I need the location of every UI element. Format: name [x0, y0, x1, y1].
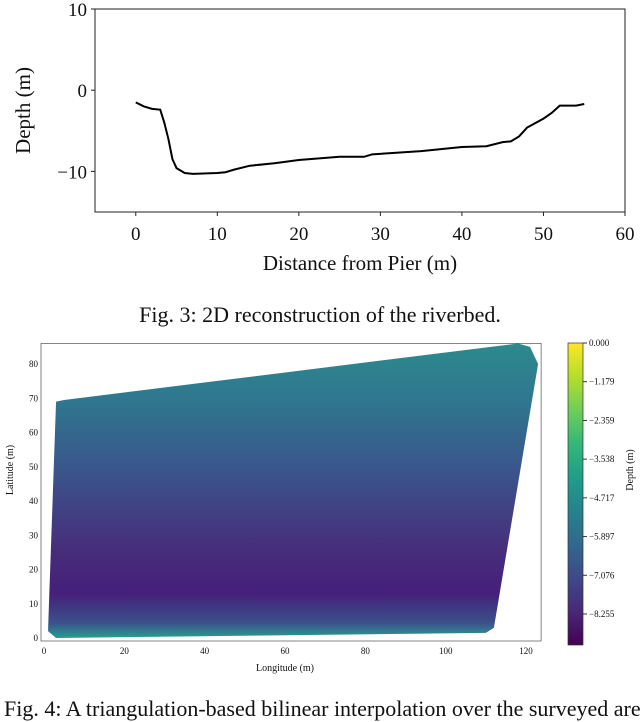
plot-frame [40, 343, 542, 642]
colorbar-tick-label: −2.359 [589, 415, 615, 425]
x-tick-label: 10 [208, 224, 227, 245]
colorbar-tick-label: −8.255 [589, 609, 615, 619]
y-axis-label: Depth (m) [11, 67, 35, 154]
colorbar-tick-label: −1.179 [589, 377, 615, 387]
y-tick-label: 20 [29, 565, 39, 575]
depth-profile-chart: 0 10 20 30 40 50 60 −10 0 10 Distance from Pier (m… [11, 0, 635, 275]
x-tick-label: 20 [289, 224, 308, 245]
y-tick-label: 50 [29, 462, 39, 472]
x-tick-label: 40 [200, 646, 210, 656]
fig3-caption: Fig. 3: 2D reconstruction of the riverbe… [139, 302, 501, 327]
y-tick-label: −10 [57, 162, 87, 183]
plot-frame [94, 8, 626, 213]
y-tick-label: 80 [29, 359, 39, 369]
x-tick-label: 120 [519, 646, 533, 656]
x-tick-label: 80 [361, 646, 371, 656]
x-tick-label: 0 [131, 224, 141, 245]
x-tick-label: 0 [42, 646, 47, 656]
x-tick-label: 100 [439, 646, 453, 656]
interpolated-depth-surface [48, 343, 539, 638]
x-tick-label: 40 [452, 224, 471, 245]
y-tick-label: 0 [78, 81, 88, 102]
y-tick-label: 10 [68, 0, 87, 21]
x-tick-label: 60 [281, 646, 291, 656]
colorbar-label: Depth (m) [625, 449, 636, 490]
y-tick-label: 10 [29, 599, 39, 609]
x-tick-label: 60 [616, 224, 635, 245]
y-tick-label: 30 [29, 530, 39, 540]
x-axis-label: Longitude (m) [256, 663, 314, 674]
colorbar-tick-label: −7.076 [589, 570, 615, 580]
y-tick-label: 0 [34, 633, 39, 643]
y-axis-label: Latitude (m) [5, 445, 16, 495]
depth-profile-line [135, 101, 585, 175]
x-tick-label: 30 [371, 224, 390, 245]
x-axis-label: Distance from Pier (m) [263, 251, 457, 275]
colorbar-tick-label: −4.717 [589, 493, 615, 503]
colorbar [567, 342, 584, 646]
colorbar-tick-label: 0.000 [589, 338, 610, 348]
y-tick-label: 60 [29, 428, 39, 438]
x-tick-label: 50 [534, 224, 553, 245]
colorbar-tick-label: −5.897 [589, 532, 615, 542]
y-tick-label: 40 [29, 496, 39, 506]
y-tick-label: 70 [29, 393, 39, 403]
colorbar-tick-label: −3.538 [589, 454, 615, 464]
x-tick-label: 20 [120, 646, 130, 656]
fig4-caption: Fig. 4: A triangulation-based bilinear i… [4, 696, 640, 721]
